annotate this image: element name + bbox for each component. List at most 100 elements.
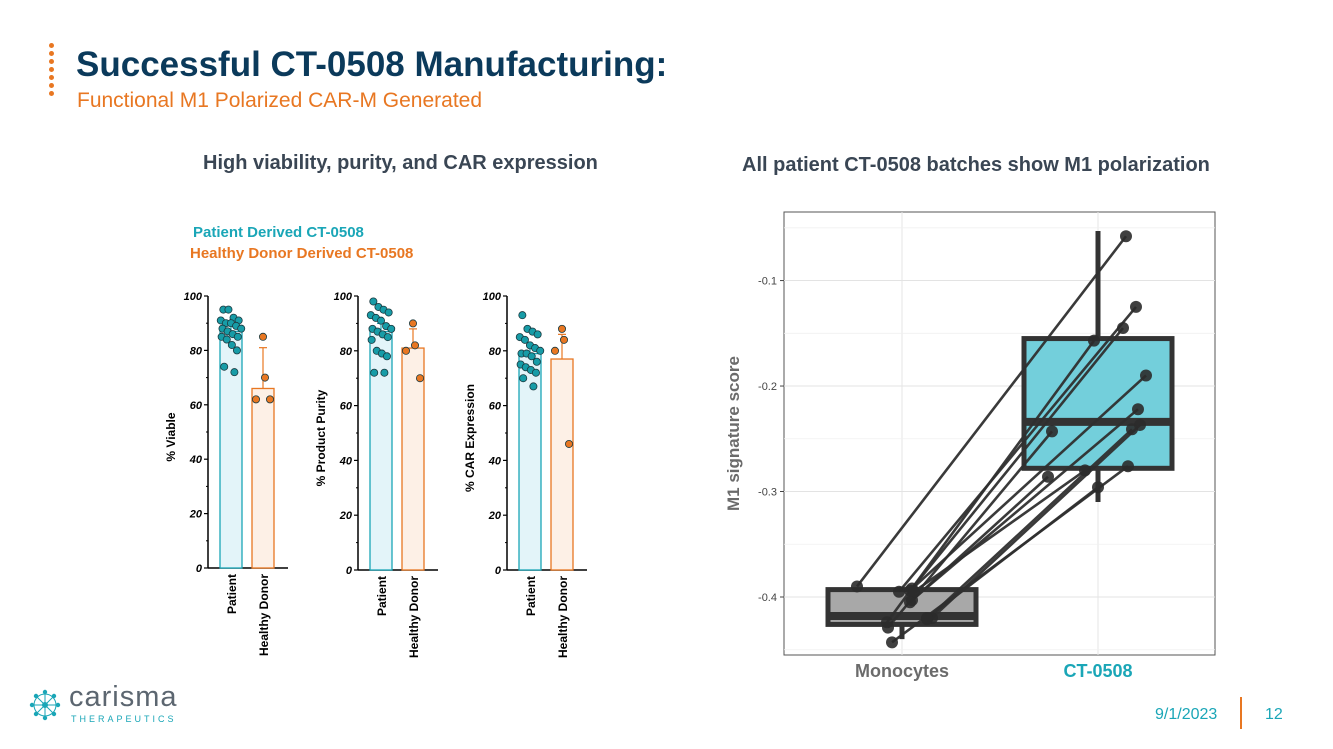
data-point — [1079, 464, 1091, 477]
data-point — [220, 362, 229, 371]
y-tick-label: 80 — [489, 346, 502, 358]
pair-line — [926, 428, 1133, 621]
data-point — [558, 324, 567, 333]
data-point — [532, 357, 541, 366]
x-tick-label: Patient — [225, 574, 239, 614]
y-tick-label: 100 — [184, 291, 203, 303]
logo-wordmark: carisma — [69, 681, 178, 713]
pair-line — [911, 408, 1139, 602]
y-axis-label: M1 signature score — [724, 356, 743, 511]
data-point — [369, 297, 378, 306]
data-point — [401, 346, 410, 355]
x-tick-label: Healthy Donor — [556, 576, 570, 658]
y-tick-label: -0.4 — [758, 592, 777, 604]
pair-line — [909, 475, 1049, 604]
data-point — [851, 580, 863, 593]
data-point — [1140, 369, 1152, 382]
data-point — [380, 368, 389, 377]
footer-page-number: 12 — [1265, 706, 1283, 723]
slide-title: Successful CT-0508 Manufacturing: — [76, 45, 668, 84]
legend-patient: Patient Derived CT-0508 — [193, 224, 364, 241]
data-point — [904, 596, 916, 609]
y-tick-label: 40 — [189, 454, 203, 466]
data-point — [560, 335, 569, 344]
data-point — [233, 332, 242, 341]
data-point — [921, 612, 933, 625]
data-point — [551, 346, 560, 355]
y-tick-label: 80 — [190, 345, 203, 357]
x-tick-label: Patient — [375, 576, 389, 616]
data-point — [1046, 425, 1058, 438]
data-point — [415, 374, 424, 383]
data-point — [533, 330, 542, 339]
data-point — [382, 352, 391, 361]
y-tick-label: 100 — [334, 291, 353, 303]
title-accent-dots — [49, 43, 55, 99]
data-point — [1042, 470, 1054, 483]
data-point — [376, 316, 385, 325]
data-point — [886, 636, 898, 649]
bar-healthy-donor — [550, 358, 574, 571]
data-point — [227, 340, 236, 349]
y-tick-label: 0 — [196, 563, 203, 575]
data-point — [1120, 230, 1132, 243]
data-point — [529, 382, 538, 391]
x-tick-label: Healthy Donor — [407, 576, 421, 658]
logo-tagline: THERAPEUTICS — [71, 714, 177, 724]
y-tick-label: 60 — [489, 401, 502, 413]
data-point — [258, 332, 267, 341]
data-point — [1130, 300, 1142, 313]
footer-date: 9/1/2023 — [1155, 706, 1218, 723]
y-tick-label: 80 — [340, 346, 353, 358]
pair-line — [898, 306, 1137, 593]
data-point — [383, 333, 392, 342]
data-point — [251, 395, 260, 404]
data-point — [1092, 481, 1104, 494]
data-point — [224, 305, 233, 314]
y-axis-label: % Product Purity — [314, 389, 328, 486]
x-tick-label-ct-0508: CT-0508 — [1063, 661, 1132, 681]
y-axis-label: % CAR Expression — [463, 384, 477, 492]
x-tick-label: Patient — [524, 576, 538, 616]
y-tick-label: 40 — [488, 455, 502, 467]
right-section-heading: All patient CT-0508 batches show M1 pola… — [742, 154, 1210, 176]
y-tick-label: -0.1 — [758, 276, 777, 288]
left-section-heading: High viability, purity, and CAR expressi… — [203, 152, 598, 174]
data-point — [518, 311, 527, 320]
data-point — [882, 621, 894, 634]
data-point — [237, 324, 246, 333]
y-tick-label: 60 — [340, 401, 353, 413]
data-point — [232, 346, 241, 355]
y-tick-label: 0 — [346, 565, 353, 577]
data-point — [1122, 460, 1134, 473]
data-point — [1117, 322, 1129, 335]
y-tick-label: -0.3 — [758, 487, 777, 499]
data-point — [1126, 423, 1138, 436]
y-tick-label: 40 — [339, 455, 353, 467]
data-point — [536, 346, 545, 355]
x-tick-label-monocytes: Monocytes — [855, 661, 949, 681]
data-point — [1132, 403, 1144, 416]
pair-line — [855, 235, 1128, 588]
y-tick-label: 20 — [189, 509, 203, 521]
data-point — [222, 335, 231, 344]
data-point — [527, 352, 536, 361]
data-point — [519, 374, 528, 383]
footer-divider — [1240, 697, 1242, 729]
pair-line — [926, 486, 1099, 620]
data-point — [565, 439, 574, 448]
data-point — [230, 368, 239, 377]
y-tick-label: 20 — [488, 510, 502, 522]
data-point — [893, 585, 905, 598]
y-tick-label: 60 — [190, 400, 203, 412]
data-point — [408, 319, 417, 328]
x-tick-label: Healthy Donor — [257, 574, 271, 656]
data-point — [370, 368, 379, 377]
data-point — [520, 335, 529, 344]
bar-patient — [369, 330, 393, 571]
y-tick-label: 0 — [495, 565, 502, 577]
data-point — [908, 585, 920, 598]
data-point — [410, 341, 419, 350]
pair-line — [885, 339, 1096, 624]
